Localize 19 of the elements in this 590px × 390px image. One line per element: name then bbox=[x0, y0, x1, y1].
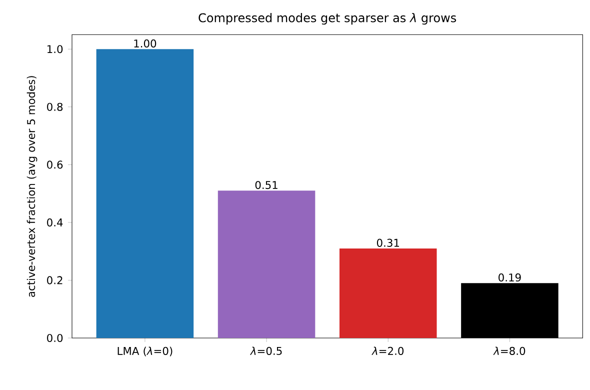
y-tick-label: 0.8 bbox=[47, 102, 63, 111]
data-label: 1.00 bbox=[134, 39, 156, 48]
x-tick-label: λ=8.0 bbox=[493, 346, 526, 355]
y-tick-label: 1.0 bbox=[48, 45, 63, 54]
y-tick-label: 0.2 bbox=[47, 276, 62, 284]
y-tick-label: 0.4 bbox=[47, 218, 63, 226]
y-tick-label: 0.6 bbox=[47, 160, 63, 169]
bar bbox=[96, 49, 194, 338]
y-tick-label: 0.0 bbox=[47, 334, 63, 342]
data-label: 0.31 bbox=[376, 238, 400, 247]
x-tick-label: λ=2.0 bbox=[372, 346, 404, 355]
chart-title: Compressed modes get sparser as λ grows bbox=[198, 13, 456, 25]
x-tick-label: λ=0.5 bbox=[250, 346, 282, 355]
bar bbox=[218, 190, 316, 338]
data-label: 0.19 bbox=[498, 273, 521, 282]
x-tick-label: LMA (λ=0) bbox=[118, 346, 172, 356]
data-label: 0.51 bbox=[255, 180, 278, 190]
bar bbox=[339, 248, 437, 338]
y-axis-title: active-vertex fraction (avg over 5 modes) bbox=[26, 76, 38, 297]
